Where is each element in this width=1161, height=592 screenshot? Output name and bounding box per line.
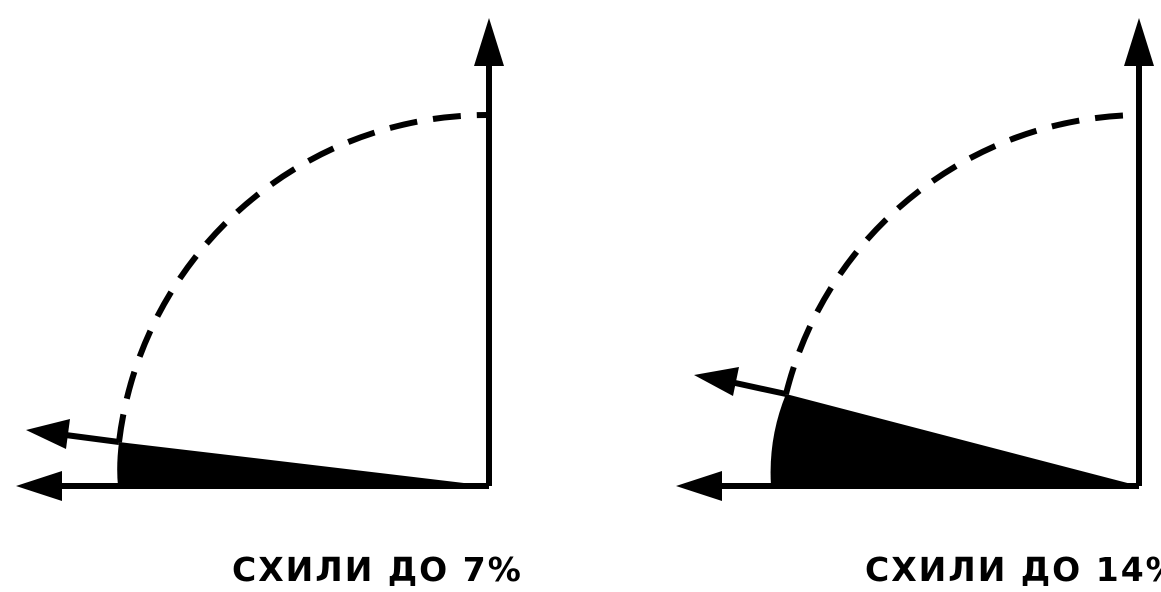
dashed-arc-left [116, 111, 490, 443]
slope-wedge-14 [770, 394, 1139, 486]
slope-arrow-head-right [694, 367, 739, 396]
dashed-arc-right [783, 112, 1140, 395]
slope-line-left [57, 431, 120, 445]
slope-arrow-head-left [26, 419, 70, 449]
horizontal-arrow-head-left [16, 471, 62, 501]
vertical-arrow-head-right [1124, 18, 1154, 66]
diagram-7-percent: СХИЛИ ДО 7% [16, 18, 523, 589]
diagram-14-percent: СХИЛИ ДО 14% [676, 18, 1161, 589]
slope-wedge-7 [117, 442, 489, 486]
caption-left: СХИЛИ ДО 7% [232, 550, 523, 589]
vertical-arrow-head-left [474, 18, 504, 66]
horizontal-arrow-head-right [676, 471, 722, 501]
caption-right: СХИЛИ ДО 14% [865, 550, 1161, 589]
slope-line-right [725, 378, 787, 397]
